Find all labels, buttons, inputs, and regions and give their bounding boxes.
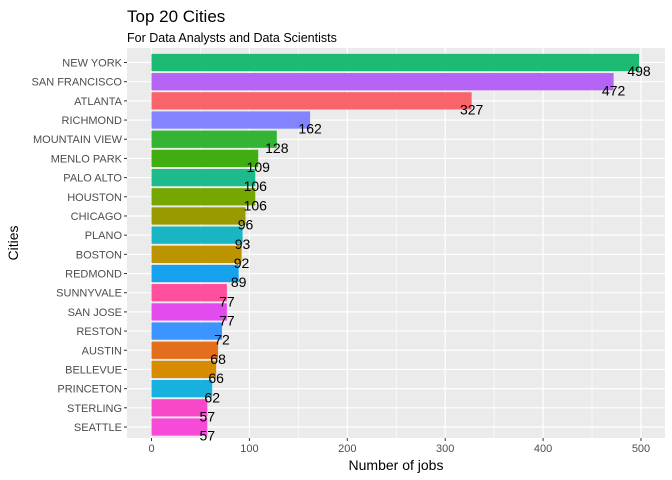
bar xyxy=(151,360,217,379)
data-label: 93 xyxy=(235,236,251,252)
bar xyxy=(151,322,222,340)
x-tick-label: 500 xyxy=(632,443,650,455)
data-label: 77 xyxy=(219,313,235,329)
bar xyxy=(151,188,256,206)
data-label: 106 xyxy=(244,197,268,213)
data-label: 472 xyxy=(602,82,626,98)
y-tick-label: AUSTIN xyxy=(82,345,122,357)
y-tick-label: STERLING xyxy=(67,403,122,415)
x-tick-label: 200 xyxy=(338,443,356,455)
data-label: 327 xyxy=(460,102,484,118)
bar xyxy=(151,341,219,359)
y-tick-label: MENLO PARK xyxy=(51,153,123,165)
y-axis-title: Cities xyxy=(5,225,21,260)
y-tick-label: BELLEVUE xyxy=(65,364,122,376)
data-label: 72 xyxy=(214,332,230,348)
x-tick-labels: 0 100 200 300 400 500 xyxy=(148,438,650,455)
data-label: 106 xyxy=(244,178,268,194)
y-tick-label: REDMOND xyxy=(65,269,122,281)
bar xyxy=(151,399,208,417)
data-label: 109 xyxy=(247,159,271,175)
bar xyxy=(151,149,259,168)
data-label: 92 xyxy=(234,255,250,271)
x-tick-label: 300 xyxy=(436,443,454,455)
y-tick-label: PALO ALTO xyxy=(63,173,122,185)
chart-title: Top 20 Cities xyxy=(127,7,225,26)
data-label: 89 xyxy=(231,274,247,290)
y-tick-label: SAN JOSE xyxy=(68,307,122,319)
data-label: 77 xyxy=(219,293,235,309)
major-gridlines xyxy=(127,48,665,438)
y-tick-label: SAN FRANCISCO xyxy=(32,77,123,89)
data-label: 66 xyxy=(208,370,224,386)
y-tick-labels: NEW YORK SAN FRANCISCO ATLANTA RICHMOND MOUN… xyxy=(32,58,127,434)
bar xyxy=(151,168,256,187)
bar xyxy=(151,245,242,263)
y-tick-label: PRINCETON xyxy=(57,384,122,396)
data-label: 62 xyxy=(204,389,220,405)
y-tick-label: HOUSTON xyxy=(67,192,122,204)
x-tick-label: 400 xyxy=(534,443,552,455)
y-tick-label: PLANO xyxy=(85,230,123,242)
bar xyxy=(151,207,246,225)
bar xyxy=(151,418,208,436)
x-tick-label: 100 xyxy=(240,443,258,455)
bar xyxy=(151,130,277,148)
y-tick-label: RESTON xyxy=(76,326,122,338)
y-tick-label: ATLANTA xyxy=(74,96,123,108)
data-label: 57 xyxy=(200,408,216,424)
bar xyxy=(151,92,472,110)
x-tick-label: 0 xyxy=(148,443,154,455)
data-label: 96 xyxy=(238,217,254,233)
y-tick-label: NEW YORK xyxy=(62,58,122,70)
chart-subtitle: For Data Analysts and Data Scientists xyxy=(127,31,337,45)
data-label: 57 xyxy=(200,428,216,444)
bar xyxy=(151,379,213,398)
data-label: 68 xyxy=(210,351,226,367)
bar xyxy=(151,303,227,321)
y-tick-label: BOSTON xyxy=(76,249,122,261)
data-label: 128 xyxy=(265,140,289,156)
bar xyxy=(151,226,243,244)
y-tick-label: SEATTLE xyxy=(74,422,122,434)
y-tick-label: SUNNYVALE xyxy=(56,288,122,300)
bar xyxy=(151,111,311,129)
data-label: 162 xyxy=(298,121,322,137)
y-tick-label: RICHMOND xyxy=(62,115,123,127)
x-axis-title: Number of jobs xyxy=(349,457,444,473)
data-label: 498 xyxy=(627,63,651,79)
bar xyxy=(151,264,239,283)
y-tick-label: CHICAGO xyxy=(71,211,123,223)
bar xyxy=(151,73,614,91)
bar xyxy=(151,284,227,302)
bars xyxy=(151,53,640,436)
bar xyxy=(151,53,640,72)
y-tick-label: MOUNTAIN VIEW xyxy=(33,134,123,146)
